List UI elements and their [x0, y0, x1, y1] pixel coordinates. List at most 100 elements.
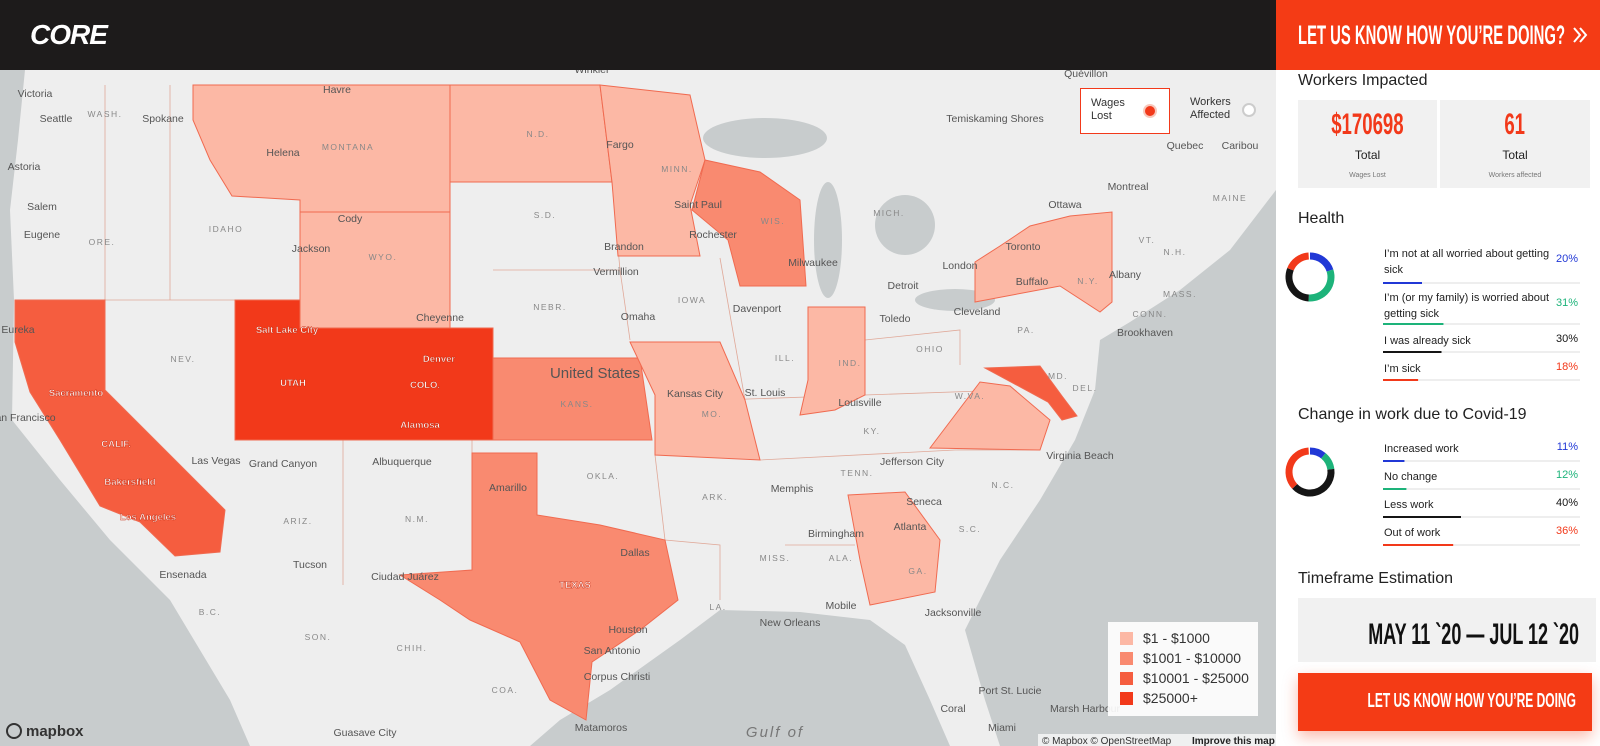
- map-label: Jacksonville: [925, 607, 982, 619]
- map-label: St. Louis: [745, 387, 786, 399]
- map[interactable]: Victoria Seattle WASH. Spokane Havre MONTANA H…: [0, 0, 1276, 746]
- map-label: CHIH.: [397, 643, 428, 653]
- map-label: PA.: [1017, 325, 1035, 335]
- map-label: S.C.: [959, 524, 982, 534]
- timeframe-text: MAY 11 `20 — JUL 12 `20: [1368, 618, 1580, 651]
- map-label: WASH.: [87, 109, 122, 119]
- map-label: Guasave City: [333, 727, 397, 739]
- map-label: CALIF.: [101, 439, 131, 450]
- donut-segment: [1320, 453, 1335, 471]
- map-label: ORE.: [89, 237, 116, 247]
- map-label: S.D.: [534, 210, 557, 220]
- item-label: Less work: [1384, 499, 1434, 511]
- map-label: Jefferson City: [880, 456, 945, 468]
- map-label: CONN.: [1133, 309, 1168, 319]
- map-label: B.C.: [199, 607, 222, 617]
- item-value: 11%: [1556, 441, 1578, 453]
- map-label: Eugene: [24, 229, 60, 241]
- legend: $1 - $1000 $1001 - $10000 $10001 - $25000 $…: [1108, 622, 1258, 716]
- logo[interactable]: CORE: [30, 19, 108, 50]
- radio[interactable]: [1242, 103, 1256, 117]
- attribution: © Mapbox © OpenStreetMap: [1042, 736, 1172, 746]
- map-label: Bakersfield: [104, 477, 155, 488]
- map-label: Amarillo: [489, 482, 527, 494]
- map-label: Jackson: [292, 243, 331, 255]
- map-label: WYO.: [369, 252, 398, 262]
- map-label: Toledo: [880, 313, 911, 325]
- map-label: COLO.: [410, 380, 440, 391]
- map-label: VT.: [1139, 235, 1156, 245]
- item-value: 31%: [1555, 297, 1578, 309]
- item-label: No change: [1384, 471, 1438, 483]
- map-label: New Orleans: [760, 617, 821, 629]
- map-label: TEXAS: [559, 580, 591, 591]
- toggle-option[interactable]: Workers Affected: [1180, 88, 1268, 132]
- toggle-label[interactable]: Workers Affected: [1190, 96, 1231, 121]
- timeframe-value: MAY 11 `20 — JUL 12 `20: [1298, 618, 1596, 652]
- legend-swatch: [1120, 692, 1133, 705]
- legend-swatch: [1120, 652, 1133, 665]
- map-label: MD.: [1048, 371, 1068, 381]
- cta-button[interactable]: LET US KNOW HOW YOU’RE DOING: [1298, 673, 1592, 731]
- donut-segment: [1308, 269, 1335, 302]
- feedback-title[interactable]: LET US KNOW HOW YOU’RE DOING?: [1298, 20, 1566, 50]
- map-label: SON.: [305, 632, 332, 642]
- map-label: Virginia Beach: [1046, 450, 1114, 462]
- map-label: ILL.: [775, 353, 795, 363]
- map-labels: Victoria Seattle WASH. Spokane Havre MONTANA H…: [0, 64, 1259, 741]
- map-label: Las Vegas: [191, 455, 240, 467]
- section-title: Timeframe Estimation: [1298, 570, 1453, 587]
- map-label: Tucson: [293, 559, 327, 571]
- map-label: Ensenada: [159, 569, 206, 581]
- mapbox-logo: mapbox: [26, 723, 84, 740]
- map-toggle: Wages Lost Workers Affected: [1080, 88, 1260, 134]
- map-label: Coral: [940, 703, 965, 715]
- sidebar: Workers Impacted Health Change in work d…: [1276, 70, 1600, 746]
- map-label: IDAHO: [209, 224, 243, 234]
- map-label: Albany: [1109, 269, 1142, 281]
- map-label: Spokane: [142, 113, 184, 125]
- sidebar-graphics: [1285, 252, 1580, 546]
- map-label: Albuquerque: [372, 456, 432, 468]
- map-label: Sacramento: [49, 388, 104, 399]
- improve-link[interactable]: Improve this map: [1192, 736, 1275, 746]
- mapbox-icon: [6, 723, 22, 739]
- item-value: 30%: [1555, 333, 1578, 345]
- map-label: Denver: [423, 354, 456, 365]
- map-label: Quévillon: [1064, 68, 1108, 80]
- map-label: W.VA.: [955, 391, 986, 401]
- map-label: San Antonio: [584, 645, 641, 657]
- item-value: 40%: [1555, 497, 1578, 509]
- legend-swatch: [1120, 632, 1133, 645]
- legend-swatch: [1120, 672, 1133, 685]
- map-label: DEL.: [1073, 383, 1098, 393]
- map-label: Dallas: [620, 547, 649, 559]
- map-label: Caribou: [1222, 140, 1259, 152]
- stat-caption: Workers affected: [1488, 172, 1542, 179]
- stat-label: Total: [1502, 148, 1528, 162]
- map-label: Kansas City: [667, 388, 724, 400]
- map-label: Quebec: [1167, 140, 1204, 152]
- map-label: MAINE: [1213, 193, 1247, 203]
- cta-text[interactable]: LET US KNOW HOW YOU’RE DOING: [1367, 690, 1576, 712]
- toggle-label[interactable]: Wages Lost: [1091, 97, 1125, 122]
- map-label: Marsh Harbour: [1050, 703, 1121, 715]
- item-label: Increased work: [1384, 443, 1459, 455]
- map-label: Grand Canyon: [249, 458, 317, 470]
- cta-label[interactable]: LET US KNOW HOW YOU’RE DOING: [1298, 690, 1592, 713]
- map-label: MINN.: [661, 164, 693, 174]
- map-label: KANS.: [560, 399, 593, 409]
- map-label: San Francisco: [0, 412, 56, 424]
- collapse-icon[interactable]: [1572, 26, 1588, 44]
- item-value: 20%: [1555, 253, 1578, 265]
- legend-item: $1 - $1000: [1120, 628, 1210, 648]
- map-label: IOWA: [678, 295, 706, 305]
- map-label: N.Y.: [1077, 276, 1098, 286]
- map-label: MASS.: [1163, 289, 1197, 299]
- feedback-bar[interactable]: LET US KNOW HOW YOU’RE DOING?: [1276, 0, 1600, 70]
- map-label: Havre: [323, 84, 351, 96]
- toggle-option[interactable]: Wages Lost: [1080, 88, 1170, 134]
- radio[interactable]: [1143, 104, 1157, 118]
- donut-segment: [1309, 252, 1334, 272]
